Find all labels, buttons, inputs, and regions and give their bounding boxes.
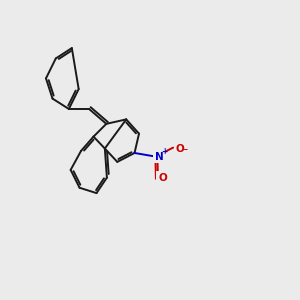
Text: O: O — [175, 144, 184, 154]
Text: +: + — [161, 147, 167, 156]
Text: N: N — [155, 152, 164, 161]
Text: O: O — [158, 172, 167, 183]
Text: −: − — [181, 146, 188, 154]
